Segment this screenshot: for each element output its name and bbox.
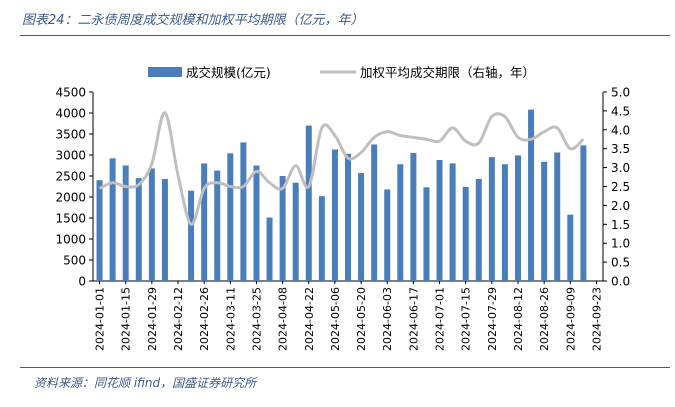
- y-right-tick-label: 3.5: [611, 142, 630, 156]
- bar: [305, 125, 312, 281]
- y-right-tick-label: 4.5: [611, 104, 630, 118]
- y-left-tick-label: 4500: [55, 86, 86, 100]
- y-left-tick-label: 2500: [55, 170, 86, 184]
- x-tick-label: 2024-05-06: [329, 287, 342, 351]
- x-tick-label: 2024-05-20: [355, 287, 368, 351]
- bar: [227, 153, 234, 281]
- legend-bar-swatch: [148, 67, 182, 77]
- source-divider: [20, 367, 670, 368]
- title-divider: [20, 35, 670, 36]
- bar: [488, 157, 495, 281]
- bar: [567, 214, 574, 281]
- y-right-tick-label: 5.0: [611, 86, 630, 100]
- y-right-tick-label: 4.0: [611, 123, 630, 137]
- y-right-tick-label: 1.0: [611, 237, 630, 251]
- bar: [554, 152, 561, 281]
- x-tick-label: 2024-07-01: [434, 287, 447, 351]
- bar: [541, 161, 548, 281]
- line-series-path: [98, 111, 585, 226]
- bar: [397, 164, 404, 281]
- bar: [345, 153, 351, 281]
- bar: [122, 165, 129, 281]
- bar: [214, 170, 221, 281]
- bar-series: [96, 109, 587, 281]
- y-right-tick-label: 2.5: [611, 180, 630, 194]
- bar: [436, 160, 443, 281]
- x-tick-label: 2024-06-03: [381, 287, 394, 351]
- y-right-tick-label: 3.0: [611, 161, 630, 175]
- bar: [423, 187, 430, 281]
- x-tick-label: 2024-01-01: [94, 287, 107, 351]
- y-right-tick-label: 0.0: [611, 275, 630, 289]
- bar: [318, 196, 325, 281]
- x-tick-label: 2024-08-26: [538, 287, 551, 351]
- bar: [266, 217, 273, 281]
- x-tick-label: 2024-09-09: [564, 287, 577, 351]
- x-tick-label: 2024-03-11: [224, 287, 237, 351]
- bar: [96, 180, 103, 281]
- bar: [528, 109, 535, 281]
- bar: [201, 163, 208, 281]
- bar: [331, 149, 338, 281]
- y-right-tick-label: 1.5: [611, 218, 630, 232]
- y-left-tick-label: 1500: [55, 212, 86, 226]
- line-series: [98, 111, 585, 226]
- x-tick-label: 2024-08-12: [512, 287, 525, 351]
- y-right-tick-label: 2.0: [611, 199, 630, 213]
- y-left-tick-label: 1000: [55, 233, 86, 247]
- x-tick-label: 2024-06-17: [407, 287, 420, 351]
- y-left-tick-label: 4000: [55, 107, 86, 121]
- legend-bar-label: 成交规模(亿元): [186, 65, 271, 80]
- bar: [292, 182, 299, 281]
- x-tick-label: 2024-04-08: [277, 287, 290, 351]
- bar: [371, 144, 378, 281]
- bar: [279, 176, 286, 281]
- bar: [515, 155, 521, 281]
- x-tick-label: 2024-04-22: [303, 287, 316, 351]
- y-right-tick-label: 0.5: [611, 256, 630, 270]
- x-tick-labels: 2024-01-01 2024-01-15 2024-01-29 2024-02-12…: [94, 281, 603, 351]
- bar: [109, 158, 116, 281]
- bar: [148, 168, 155, 281]
- x-tick-label: 2024-09-23: [590, 287, 603, 351]
- figure-title: 图表24：二永债周度成交规模和加权平均期限（亿元，年）: [22, 13, 364, 28]
- bar: [161, 178, 168, 281]
- x-tick-label: 2024-03-25: [250, 287, 263, 351]
- x-tick-label: 2024-01-29: [146, 287, 159, 351]
- y-left-tick-label: 500: [63, 254, 86, 268]
- bar: [410, 152, 417, 281]
- y-left-tick-label: 0: [78, 275, 86, 289]
- bar: [501, 164, 508, 281]
- y-left-tick-label: 2000: [55, 191, 86, 205]
- bar: [475, 178, 482, 281]
- bar: [384, 189, 391, 281]
- figure-source: 资料来源：同花顺 ifind，国盛证券研究所: [34, 376, 257, 390]
- bar: [449, 163, 456, 281]
- x-tick-label: 2024-02-12: [172, 287, 185, 351]
- bar: [188, 190, 195, 281]
- x-tick-label: 2024-07-29: [486, 287, 499, 351]
- bar: [358, 173, 365, 281]
- legend: 成交规模(亿元) 加权平均成交期限（右轴，年）: [148, 65, 535, 80]
- y-left-tick-label: 3000: [55, 149, 86, 163]
- bar: [240, 142, 247, 281]
- y-left-tick-label: 3500: [55, 128, 86, 142]
- bar: [135, 178, 142, 281]
- legend-line-label: 加权平均成交期限（右轴，年）: [360, 65, 535, 80]
- x-tick-label: 2024-07-15: [460, 287, 473, 351]
- x-tick-label: 2024-02-26: [198, 287, 211, 351]
- bar: [580, 145, 587, 281]
- bar: [462, 186, 469, 281]
- x-tick-label: 2024-01-15: [120, 287, 133, 351]
- bar: [253, 165, 260, 281]
